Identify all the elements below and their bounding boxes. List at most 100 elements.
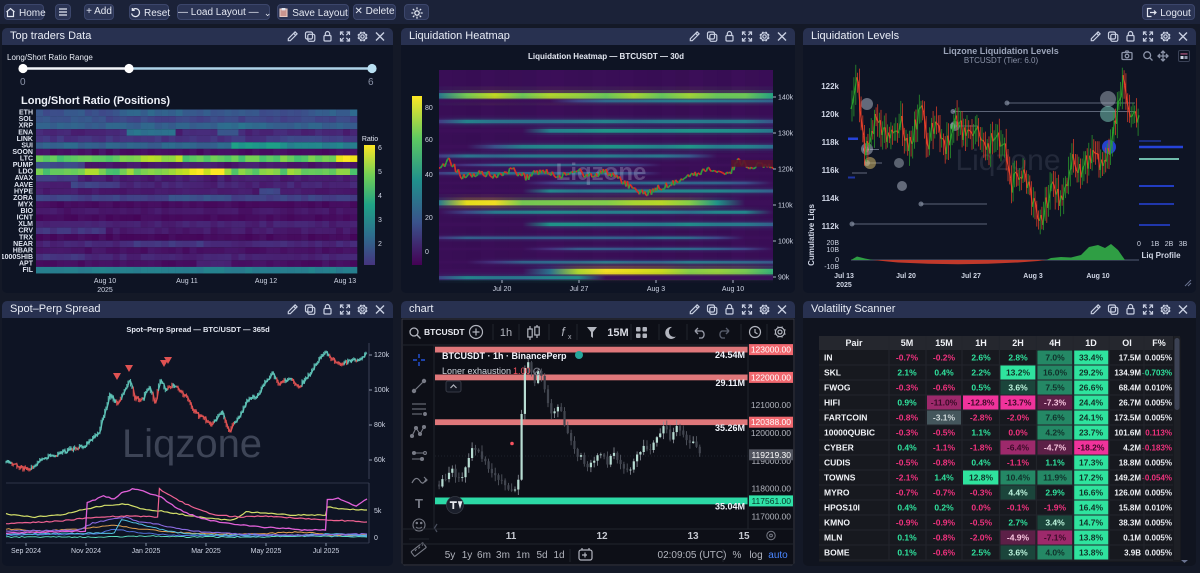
svg-text:1.00: 1.00 [513, 366, 531, 376]
svg-text:-0.6%: -0.6% [933, 383, 956, 393]
svg-text:16.4%: 16.4% [1079, 503, 1104, 513]
svg-text:100k: 100k [778, 239, 794, 246]
svg-text:0.005%: 0.005% [1145, 414, 1172, 423]
svg-text:5k: 5k [374, 508, 382, 515]
svg-text:116k: 116k [822, 166, 840, 175]
svg-text:1B: 1B [1151, 241, 1160, 248]
svg-text:-2.0%: -2.0% [970, 533, 993, 543]
svg-text:0.113%: 0.113% [1145, 429, 1172, 438]
svg-text:-0.7%: -0.7% [933, 488, 956, 498]
svg-text:17.3%: 17.3% [1079, 458, 1104, 468]
svg-text:119219.30: 119219.30 [751, 450, 791, 460]
svg-text:-0.6%: -0.6% [933, 548, 956, 558]
svg-text:0.005%: 0.005% [1145, 459, 1172, 468]
svg-text:Aug 13: Aug 13 [334, 278, 356, 285]
svg-text:0.1%: 0.1% [897, 533, 917, 543]
svg-text:13: 13 [687, 531, 699, 542]
svg-text:Jul 20: Jul 20 [896, 273, 916, 280]
svg-text:80: 80 [425, 105, 433, 112]
svg-text:122k: 122k [821, 82, 839, 91]
svg-text:1d: 1d [553, 550, 564, 561]
svg-text:60k: 60k [374, 457, 386, 464]
svg-text:T: T [415, 496, 423, 511]
svg-text:-7.3%: -7.3% [1044, 398, 1067, 408]
svg-text:0.4%: 0.4% [897, 503, 917, 513]
svg-text:10B: 10B [827, 247, 840, 254]
svg-text:MYX: MYX [18, 202, 34, 209]
svg-text:f: f [561, 325, 566, 339]
svg-text:117000.00: 117000.00 [751, 512, 791, 522]
svg-text:4.2M: 4.2M [1123, 444, 1141, 453]
svg-text:4H: 4H [1049, 338, 1061, 348]
svg-text:May 2025: May 2025 [251, 548, 282, 555]
svg-text:1y: 1y [462, 550, 473, 561]
svg-text:TRX: TRX [19, 234, 33, 241]
svg-text:02:09:05 (UTC): 02:09:05 (UTC) [658, 550, 727, 561]
svg-text:2.6%: 2.6% [971, 353, 991, 363]
svg-text:120000.00: 120000.00 [751, 428, 791, 438]
svg-text:1D: 1D [1085, 338, 1097, 348]
svg-text:Loner exhaustion: Loner exhaustion [442, 366, 511, 376]
svg-text:-2.1%: -2.1% [896, 473, 919, 483]
svg-text:2025: 2025 [97, 287, 113, 293]
svg-text:-6.4%: -6.4% [1007, 443, 1030, 453]
svg-text:0.005%: 0.005% [1145, 489, 1172, 498]
svg-text:118k: 118k [822, 138, 840, 147]
svg-text:23.7%: 23.7% [1079, 428, 1104, 438]
svg-text:-0.7%: -0.7% [896, 353, 919, 363]
svg-text:0.9%: 0.9% [897, 398, 917, 408]
svg-text:-0.703%: -0.703% [1142, 369, 1172, 378]
svg-text:13.2%: 13.2% [1006, 368, 1031, 378]
svg-text:LINK: LINK [17, 136, 33, 143]
svg-text:Aug 11: Aug 11 [176, 278, 198, 285]
svg-text:AVAX: AVAX [15, 175, 34, 182]
svg-text:-0.183%: -0.183% [1142, 444, 1172, 453]
svg-text:AAVE: AAVE [14, 182, 33, 189]
svg-text:33.4%: 33.4% [1079, 353, 1104, 363]
svg-text:HIFI: HIFI [824, 398, 840, 408]
svg-text:1.1%: 1.1% [971, 428, 991, 438]
svg-text:-2.8%: -2.8% [970, 413, 993, 423]
svg-text:SOON: SOON [12, 149, 33, 156]
svg-text:-0.3%: -0.3% [896, 428, 919, 438]
svg-text:Jan 2025: Jan 2025 [132, 548, 161, 555]
svg-text:13.8%: 13.8% [1079, 548, 1104, 558]
svg-text:0.005%: 0.005% [1145, 519, 1172, 528]
svg-text:Sep 2024: Sep 2024 [11, 548, 41, 555]
svg-text:CYBER: CYBER [824, 443, 854, 453]
svg-text:6: 6 [368, 77, 374, 88]
svg-text:118000.00: 118000.00 [751, 484, 791, 494]
svg-text:F%: F% [1152, 338, 1166, 348]
svg-text:-1.1%: -1.1% [1007, 458, 1030, 468]
svg-text:-0.054%: -0.054% [1142, 474, 1172, 483]
svg-text:12.8%: 12.8% [969, 473, 994, 483]
svg-text:134.9M: 134.9M [1114, 369, 1141, 378]
svg-text:15M: 15M [607, 327, 628, 339]
svg-text:FARTCOIN: FARTCOIN [824, 413, 867, 423]
svg-text:ICNT: ICNT [17, 215, 34, 222]
svg-text:0: 0 [374, 535, 378, 542]
svg-text:0: 0 [1137, 241, 1141, 248]
svg-text:2.1%: 2.1% [897, 368, 917, 378]
svg-text:Long/Short Ratio Range: Long/Short Ratio Range [7, 53, 93, 62]
svg-text:5y: 5y [445, 550, 456, 561]
svg-text:173.5M: 173.5M [1114, 414, 1141, 423]
svg-text:auto: auto [768, 550, 788, 561]
svg-text:Nov 2024: Nov 2024 [71, 548, 101, 555]
svg-text:-0.2%: -0.2% [933, 353, 956, 363]
svg-text:149.2M: 149.2M [1114, 474, 1141, 483]
svg-text:Cumulative Liqs: Cumulative Liqs [807, 204, 816, 266]
svg-text:100k: 100k [374, 387, 390, 394]
svg-text:1000SHIB: 1000SHIB [2, 254, 33, 261]
svg-text:Ratio: Ratio [362, 136, 378, 143]
svg-text:7.0%: 7.0% [1045, 353, 1065, 363]
svg-text:Aug 10: Aug 10 [94, 278, 116, 285]
svg-text:-1.1%: -1.1% [933, 443, 956, 453]
svg-text:140k: 140k [778, 95, 794, 102]
svg-text:15: 15 [738, 531, 750, 542]
svg-text:114k: 114k [822, 194, 840, 203]
svg-text:0.0%: 0.0% [971, 503, 991, 513]
svg-text:15M: 15M [935, 338, 953, 348]
svg-text:3.6%: 3.6% [1008, 383, 1028, 393]
svg-text:Aug 3: Aug 3 [1023, 273, 1043, 280]
